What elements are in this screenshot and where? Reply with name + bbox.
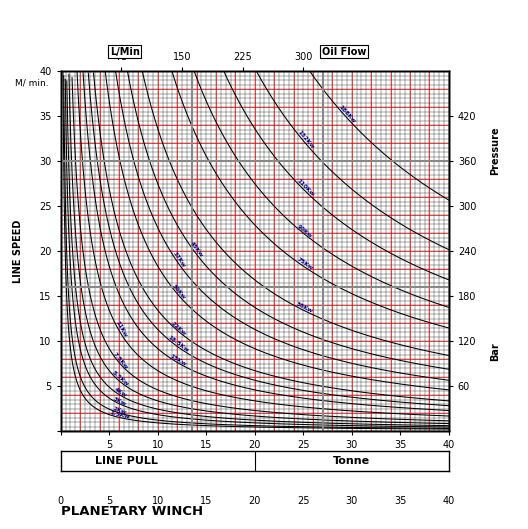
Text: 45Kw: 45Kw [189,241,204,259]
Text: PLANETARY WINCH: PLANETARY WINCH [61,505,203,518]
Text: 110Kw: 110Kw [296,178,315,197]
Text: 90Kw: 90Kw [296,224,314,239]
Text: 168Kw: 168Kw [338,105,357,125]
Text: 15Kw: 15Kw [169,353,187,367]
Text: Tonne: Tonne [333,456,370,466]
Text: 18.5Kw: 18.5Kw [167,335,190,353]
Text: 132Kw: 132Kw [296,129,314,149]
Text: 4Kw: 4Kw [113,386,127,398]
Text: 11Kw: 11Kw [115,320,128,338]
Text: L/Min: L/Min [110,47,140,57]
Text: Pressure: Pressure [491,126,501,175]
Text: LINE SPEED: LINE SPEED [13,220,23,283]
Text: 3Kw: 3Kw [112,396,127,407]
Text: 5.5Kw: 5.5Kw [111,370,130,387]
Text: Oil Flow: Oil Flow [322,47,366,57]
Text: 22Kw: 22Kw [170,321,187,336]
Text: 75Kw: 75Kw [296,257,314,271]
Text: LINE PULL: LINE PULL [95,456,158,466]
Text: 37Kw: 37Kw [172,251,186,269]
Text: 7.5Kw: 7.5Kw [112,351,129,370]
Text: M/ min.: M/ min. [15,79,49,88]
Text: 1.5Kw: 1.5Kw [109,410,130,419]
Text: 55Kw: 55Kw [295,302,314,314]
Text: 2Kw: 2Kw [112,406,127,415]
Text: Bar: Bar [491,343,501,361]
Text: 30Kw: 30Kw [171,284,187,300]
